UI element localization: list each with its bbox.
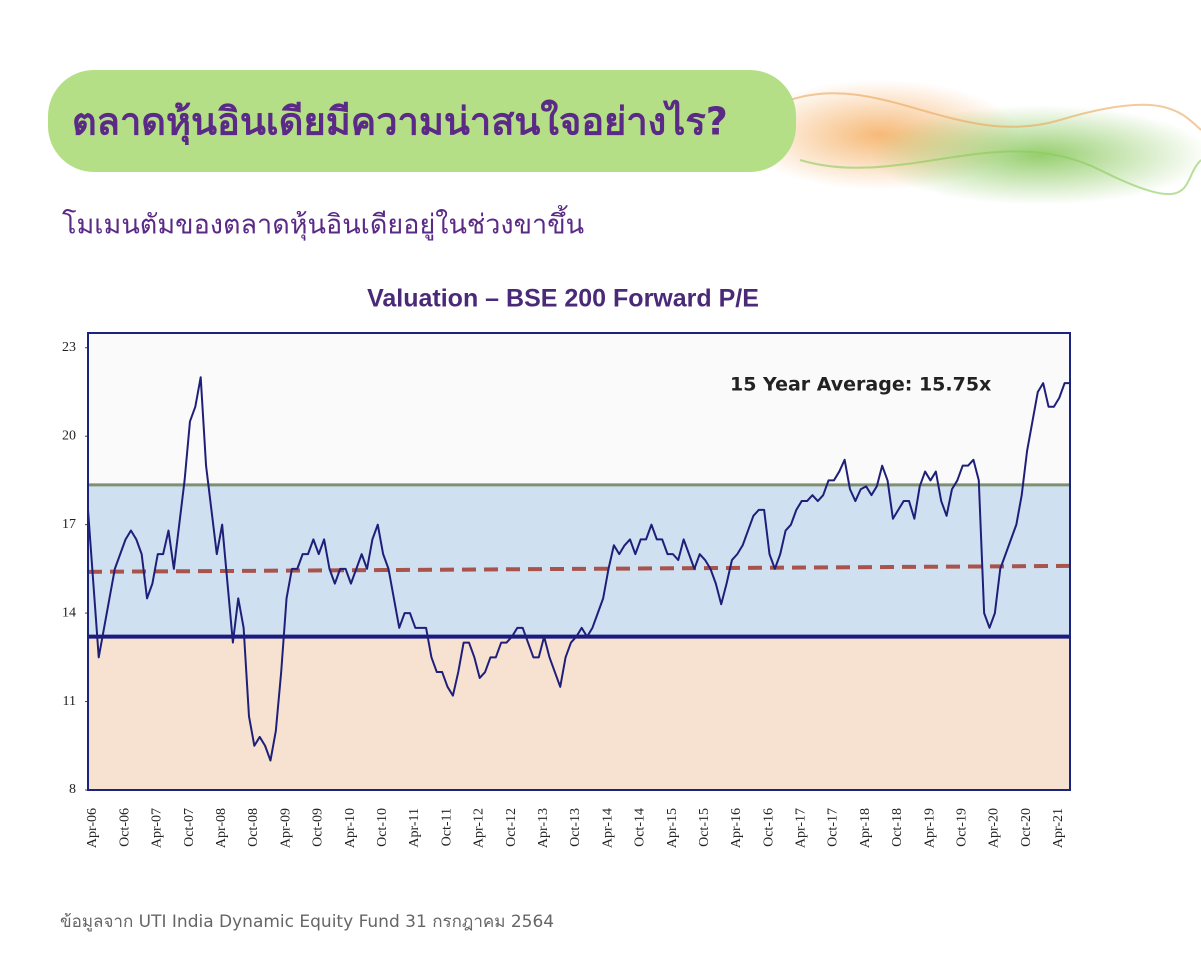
y-tick-label: 14 [62,605,76,620]
x-tick-label: Oct-20 [1019,808,1034,847]
y-tick-label: 20 [62,428,76,443]
y-tick-label: 11 [63,694,76,709]
title-pill [48,70,796,172]
x-tick-label: Apr-11 [407,808,422,848]
x-tick-label: Oct-08 [246,808,261,847]
average-line [87,563,1071,574]
average-annotation: 15 Year Average: 15.75x [730,374,991,396]
pe-line [87,376,1070,762]
y-tick-label: 23 [62,340,76,355]
x-tick-label: Oct-14 [633,808,648,847]
x-tick-label: Oct-15 [697,808,712,847]
source-note: ข้อมูลจาก UTI India Dynamic Equity Fund … [60,912,554,932]
x-tick-label: Oct-19 [955,808,970,847]
x-tick-label: Apr-18 [858,808,873,848]
x-tick-label: Apr-20 [987,808,1002,848]
x-tick-label: Oct-07 [182,808,197,847]
y-tick-label: 8 [69,782,76,797]
band [88,333,1070,485]
decoration [740,80,1201,205]
x-tick-label: Oct-18 [890,808,905,847]
x-tick-label: Oct-09 [311,808,326,847]
x-tick-label: Apr-16 [729,808,744,848]
x-tick-label: Apr-12 [472,808,487,848]
x-tick-label: Apr-21 [1051,808,1066,848]
x-tick-label: Oct-12 [504,808,519,847]
x-tick-label: Apr-19 [922,808,937,848]
band [88,484,1070,637]
x-tick-label: Apr-06 [85,808,100,848]
x-tick-label: Apr-14 [600,808,615,848]
chart-title: Valuation – BSE 200 Forward P/E [367,285,759,313]
x-tick-label: Apr-07 [150,808,165,848]
x-tick-label: Apr-10 [343,808,358,848]
x-tick-label: Oct-10 [375,808,390,847]
band [88,636,1070,790]
x-tick-label: Apr-15 [665,808,680,848]
y-tick-label: 17 [62,517,76,532]
x-tick-label: Apr-13 [536,808,551,848]
x-tick-label: Apr-17 [794,808,809,848]
plot-border [87,332,1071,791]
x-tick-label: Apr-08 [214,808,229,848]
x-tick-label: Apr-09 [278,808,293,848]
plot: 8 11 14 17 20 23 Apr-06 Oct-06 Apr-07 Oct-07 Apr-0… [62,332,1071,848]
slide-subtitle: โมเมนตัมของตลาดหุ้นอินเดียอยู่ในช่วงขาขึ… [62,205,584,242]
x-tick-label: Oct-17 [826,808,841,847]
x-tick-label: Oct-13 [568,808,583,847]
x-tick-label: Oct-06 [117,808,132,847]
x-tick-label: Oct-11 [439,808,454,846]
x-tick-label: Oct-16 [761,808,776,847]
slide-title: ตลาดหุ้นอินเดียมีความน่าสนใจอย่างไร? [72,100,728,146]
